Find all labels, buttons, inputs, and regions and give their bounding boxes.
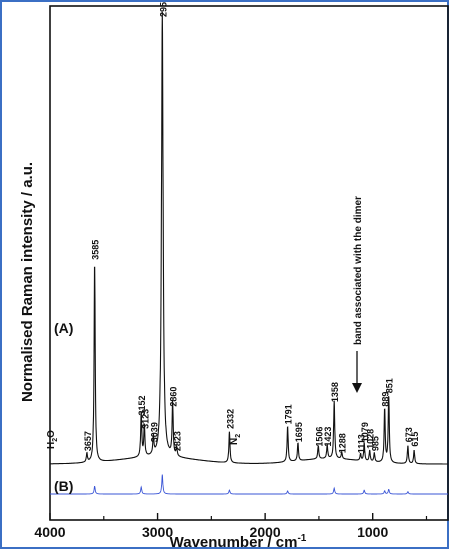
peak-label-1791: 1791 — [284, 404, 294, 424]
x-tick-label-1000: 1000 — [357, 524, 388, 540]
peak-label-3039: 3039 — [149, 422, 159, 442]
dimer-arrow — [352, 351, 362, 393]
peak-label-3657: 3657 — [83, 431, 93, 451]
peak-label-985: 985 — [370, 436, 380, 451]
peak-label-1423: 1423 — [323, 427, 333, 447]
peak-label-3152: 3152 — [137, 395, 147, 415]
peak-label-2860: 2860 — [169, 387, 179, 407]
water-annotation: H2O — [46, 430, 59, 449]
y-axis-label: Normalised Raman intensity / a.u. — [19, 162, 36, 402]
peak-label-673: 673 — [404, 427, 414, 442]
peak-label-1079: 1079 — [360, 422, 370, 442]
peak-label-3123: 3123 — [140, 409, 150, 429]
x-tick-label-3000: 3000 — [142, 524, 173, 540]
peak-label-615: 615 — [410, 432, 420, 447]
peak-label-1028: 1028 — [366, 429, 376, 449]
plot-border — [49, 5, 449, 521]
x-axis-label-superscript: -1 — [297, 533, 306, 544]
plot-area — [49, 5, 449, 521]
peak-label-851: 851 — [385, 378, 395, 393]
x-axis-label: Wavenumber / cm-1 — [170, 533, 307, 551]
series-b-line — [50, 474, 448, 495]
dimer-annotation: band associated with the dimer — [353, 196, 364, 345]
x-axis-label-text: Wavenumber / cm — [170, 534, 298, 551]
x-tick-label-4000: 4000 — [34, 524, 65, 540]
peak-label-1288: 1288 — [338, 433, 348, 453]
peak-label-2823: 2823 — [173, 431, 183, 451]
peak-label-2956: 2956 — [158, 2, 168, 17]
axes: 4000 3000 2000 1000 — [34, 513, 428, 540]
series-b-label: (B) — [54, 478, 73, 494]
series-a-label: (A) — [54, 320, 73, 336]
peak-label-1358: 1358 — [330, 382, 340, 402]
peak-label-1506: 1506 — [314, 427, 324, 447]
x-tick-label-2000: 2000 — [250, 524, 281, 540]
series-a-line — [50, 11, 448, 465]
nitrogen-annotation: N2 — [229, 434, 242, 445]
peak-label-3585: 3585 — [91, 240, 101, 260]
peak-label-889: 889 — [381, 392, 391, 407]
peak-label-1695: 1695 — [294, 422, 304, 442]
peak-label-2332: 2332 — [225, 409, 235, 429]
peak-label-1113: 1113 — [357, 434, 367, 453]
spectrum-traces — [50, 11, 448, 495]
